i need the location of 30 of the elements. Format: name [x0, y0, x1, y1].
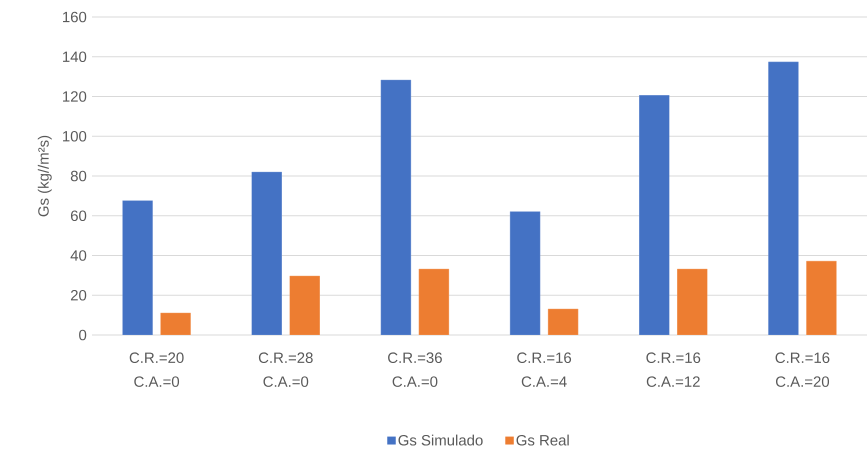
x-tick-label: C.R.=28 C.A.=0	[258, 352, 313, 387]
legend-label: Gs Real	[516, 434, 569, 446]
bar	[252, 172, 282, 335]
y-tick-label: 160	[63, 12, 86, 22]
y-tick-label: 80	[70, 170, 86, 182]
x-tick-label: C.R.=16 C.A.=12	[646, 352, 700, 387]
bar	[160, 312, 191, 335]
bar	[510, 211, 540, 335]
x-tick-label: C.R.=16 C.A.=4	[517, 352, 572, 387]
y-tick-label: 100	[63, 130, 86, 142]
x-tick-label: C.R.=20 C.A.=0	[130, 352, 184, 387]
bar	[677, 268, 708, 335]
bar	[806, 260, 837, 335]
y-tick-label: 40	[70, 250, 86, 261]
x-tick-label: C.R.=36 C.A.=0	[388, 352, 442, 387]
y-axis-title: Gs (kg//m²s)	[38, 136, 52, 216]
bar	[290, 276, 320, 335]
bar	[122, 200, 153, 335]
bar	[418, 268, 450, 335]
x-tick-label: C.R.=16 C.A.=20	[776, 352, 830, 387]
y-tick-label: 120	[63, 91, 86, 102]
bar	[768, 62, 799, 335]
bar	[639, 95, 670, 335]
bar	[380, 80, 412, 335]
y-tick-label: 60	[70, 210, 86, 222]
y-tick-label: 0	[79, 330, 86, 340]
legend-label: Gs Simulado	[398, 434, 483, 446]
y-tick-label: 20	[70, 290, 86, 301]
bar	[548, 308, 578, 335]
y-tick-label: 140	[63, 51, 86, 62]
